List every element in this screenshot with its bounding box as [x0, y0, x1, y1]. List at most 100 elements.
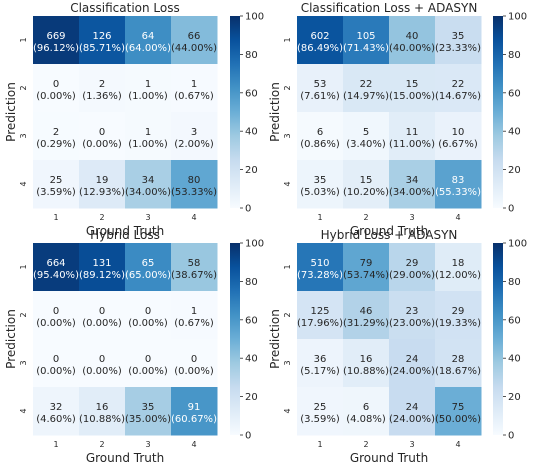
- cell-count-label: 58: [188, 258, 201, 269]
- heatmap-cell-r2-c4: [171, 291, 218, 340]
- cell-percent-label: (29.00%): [389, 270, 435, 281]
- cell-count-label: 53: [314, 79, 327, 90]
- colorbar-tick-label: 0: [508, 204, 514, 215]
- cell-percent-label: (53.33%): [171, 187, 217, 198]
- cell-count-label: 40: [406, 31, 419, 42]
- cell-percent-label: (86.49%): [297, 43, 343, 54]
- heatmap-cell-r2-c2: [79, 291, 126, 340]
- heatmap-cell-r1-c4: [171, 16, 218, 65]
- heatmap-cell-r4-c1: [297, 160, 344, 209]
- x-tick-label: 2: [99, 213, 104, 222]
- cell-count-label: 35: [142, 402, 155, 413]
- x-tick-label: 1: [317, 213, 322, 222]
- colorbar-tick-label: 40: [508, 127, 521, 138]
- y-tick-label: 1: [19, 37, 28, 42]
- cell-percent-label: (60.67%): [171, 414, 217, 425]
- heatmap-cell-r3-c3: [389, 112, 436, 161]
- cell-percent-label: (0.86%): [300, 139, 340, 150]
- cell-percent-label: (0.00%): [128, 366, 168, 377]
- heatmap-cell-r4-c4: [171, 387, 218, 436]
- y-tick-label: 3: [283, 133, 292, 138]
- cell-percent-label: (0.00%): [36, 318, 76, 329]
- cell-count-label: 1: [191, 79, 197, 90]
- heatmap-cell-r4-c2: [343, 387, 390, 436]
- x-axis-label: Ground Truth: [86, 451, 164, 465]
- heatmap-cell-r3-c4: [435, 339, 482, 388]
- heatmap-cell-r3-c2: [343, 112, 390, 161]
- cell-percent-label: (3.59%): [300, 414, 340, 425]
- heatmap-cell-r2-c1: [297, 291, 344, 340]
- heatmap-cell-r4-c1: [297, 387, 344, 436]
- cell-count-label: 10: [452, 127, 465, 138]
- cell-percent-label: (31.29%): [343, 318, 389, 329]
- colorbar-tick-label: 60: [508, 315, 521, 326]
- y-tick-label: 3: [19, 133, 28, 138]
- cell-percent-label: (18.67%): [435, 366, 481, 377]
- cell-count-label: 32: [50, 402, 63, 413]
- heatmap-cell-r2-c3: [125, 291, 172, 340]
- y-tick-label: 4: [283, 181, 292, 186]
- cell-count-label: 23: [406, 306, 419, 317]
- cell-count-label: 80: [188, 175, 201, 186]
- heatmap-cell-r1-c4: [171, 243, 218, 292]
- cell-percent-label: (12.93%): [79, 187, 125, 198]
- heatmap-cell-r3-c1: [297, 112, 344, 161]
- panel-title: Classification Loss + ADASYN: [301, 1, 478, 15]
- heatmap-cell-r3-c2: [79, 339, 126, 388]
- heatmap-cell-r4-c3: [389, 160, 436, 209]
- cell-count-label: 75: [452, 402, 465, 413]
- cell-percent-label: (55.33%): [435, 187, 481, 198]
- heatmap-cell-r1-c1: [297, 16, 344, 65]
- colorbar: [493, 243, 503, 435]
- cell-percent-label: (4.60%): [36, 414, 76, 425]
- cell-count-label: 79: [360, 258, 373, 269]
- cell-percent-label: (4.08%): [346, 414, 386, 425]
- cell-percent-label: (3.40%): [346, 139, 386, 150]
- cell-percent-label: (6.67%): [438, 139, 478, 150]
- heatmap-cell-r3-c1: [33, 112, 80, 161]
- cell-percent-label: (85.71%): [79, 43, 125, 54]
- y-axis-label: Prediction: [4, 82, 18, 142]
- cell-percent-label: (44.00%): [171, 43, 217, 54]
- colorbar: [230, 243, 240, 435]
- y-axis-label: Prediction: [4, 309, 18, 369]
- heatmap-cell-r1-c2: [79, 243, 126, 292]
- colorbar-tick-label: 100: [245, 12, 264, 23]
- heatmap-cell-r2-c3: [125, 64, 172, 113]
- cell-count-label: 28: [452, 354, 465, 365]
- heatmap-cell-r4-c3: [389, 387, 436, 436]
- cell-count-label: 126: [92, 31, 111, 42]
- cell-count-label: 0: [145, 306, 151, 317]
- cell-count-label: 91: [188, 402, 201, 413]
- cell-count-label: 602: [310, 31, 329, 42]
- heatmap-cell-r1-c3: [125, 243, 172, 292]
- heatmap-cell-r3-c2: [79, 112, 126, 161]
- cell-count-label: 1: [145, 127, 151, 138]
- cell-percent-label: (0.67%): [174, 318, 214, 329]
- colorbar-tick-label: 20: [508, 165, 521, 176]
- y-tick-label: 2: [283, 85, 292, 90]
- heatmap-cell-r1-c1: [297, 243, 344, 292]
- y-tick-label: 1: [283, 37, 292, 42]
- cell-percent-label: (1.00%): [128, 139, 168, 150]
- colorbar-tick-label: 40: [245, 127, 258, 138]
- heatmap-cell-r1-c4: [435, 243, 482, 292]
- cell-count-label: 2: [53, 127, 59, 138]
- cell-percent-label: (53.74%): [343, 270, 389, 281]
- cell-percent-label: (14.97%): [343, 91, 389, 102]
- cell-count-label: 0: [53, 79, 59, 90]
- colorbar-tick-label: 20: [245, 392, 258, 403]
- heatmap-cell-r2-c4: [435, 64, 482, 113]
- cell-count-label: 11: [406, 127, 419, 138]
- cell-count-label: 3: [191, 127, 197, 138]
- cell-percent-label: (24.00%): [389, 414, 435, 425]
- colorbar-tick-label: 40: [508, 354, 521, 365]
- cell-percent-label: (96.12%): [33, 43, 79, 54]
- cell-count-label: 2: [99, 79, 105, 90]
- x-tick-label: 2: [363, 440, 368, 449]
- cell-count-label: 0: [99, 127, 105, 138]
- cell-count-label: 0: [53, 354, 59, 365]
- cell-percent-label: (11.00%): [389, 139, 435, 150]
- heatmap-cell-r3-c4: [435, 112, 482, 161]
